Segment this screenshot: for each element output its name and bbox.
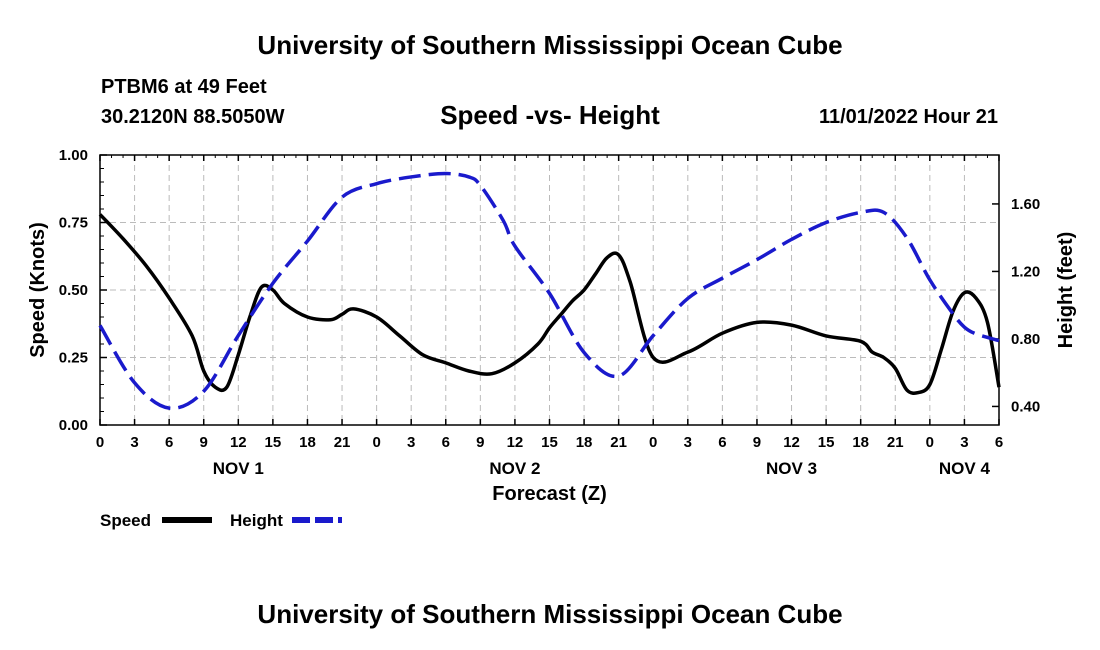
- x-tick-label: 21: [887, 434, 904, 451]
- legend-label-height: Height: [230, 511, 283, 530]
- y-tick-label: 0.50: [59, 282, 88, 299]
- x-tick-label: 15: [818, 434, 835, 451]
- x-tick-label: 0: [96, 434, 104, 451]
- x-tick-label: 18: [576, 434, 593, 451]
- station-label: PTBM6 at 49 Feet: [101, 76, 267, 98]
- series-line-speed: [98, 213, 1001, 395]
- coordinates-label: 30.2120N 88.5050W: [101, 106, 285, 128]
- day-label: NOV 2: [489, 459, 540, 478]
- x-tick-label: 9: [200, 434, 208, 451]
- x-tick-label: 6: [442, 434, 450, 451]
- day-label: NOV 1: [213, 459, 264, 478]
- x-tick-label: 15: [265, 434, 282, 451]
- x-tick-label: 0: [372, 434, 380, 451]
- page-title: University of Southern Mississippi Ocean…: [257, 30, 843, 60]
- y2-tick-label: 0.80: [1011, 331, 1040, 348]
- x-tick-label: 3: [684, 434, 692, 451]
- x-tick-label: 18: [852, 434, 869, 451]
- x-tick-label: 9: [753, 434, 761, 451]
- x-tick-label: 9: [476, 434, 484, 451]
- forecast-datetime: 11/01/2022 Hour 21: [818, 106, 998, 128]
- y2-tick-label: 1.60: [1011, 196, 1040, 213]
- y-tick-label: 0.25: [59, 350, 88, 367]
- x-tick-label: 12: [507, 434, 524, 451]
- x-tick-label: 6: [718, 434, 726, 451]
- y-tick-label: 0.75: [59, 215, 88, 232]
- x-tick-label: 12: [230, 434, 247, 451]
- x-tick-label: 3: [960, 434, 968, 451]
- y2-axis-label: Height (feet): [1055, 232, 1077, 349]
- x-tick-label: 15: [541, 434, 558, 451]
- x-axis-label: Forecast (Z): [492, 483, 606, 505]
- y2-tick-label: 0.40: [1011, 398, 1040, 415]
- x-tick-label: 3: [130, 434, 138, 451]
- x-tick-label: 6: [165, 434, 173, 451]
- x-tick-label: 0: [926, 434, 934, 451]
- chart-title: Speed -vs- Height: [440, 100, 660, 130]
- day-label: NOV 3: [766, 459, 817, 478]
- day-label: NOV 4: [939, 459, 991, 478]
- y-axis-label: Speed (Knots): [27, 222, 49, 358]
- y-tick-label: 1.00: [59, 147, 88, 164]
- x-tick-label: 21: [334, 434, 351, 451]
- x-tick-label: 3: [407, 434, 415, 451]
- x-tick-label: 18: [299, 434, 316, 451]
- x-tick-label: 12: [783, 434, 800, 451]
- y2-tick-label: 1.20: [1011, 263, 1040, 280]
- series-line-height: [98, 171, 1000, 411]
- x-tick-label: 6: [995, 434, 1003, 451]
- legend-label-speed: Speed: [100, 511, 151, 530]
- x-tick-label: 21: [610, 434, 627, 451]
- plot-frame: [99, 154, 1000, 426]
- y-tick-label: 0.00: [59, 417, 88, 434]
- x-tick-label: 0: [649, 434, 657, 451]
- footer-title: University of Southern Mississippi Ocean…: [257, 599, 843, 629]
